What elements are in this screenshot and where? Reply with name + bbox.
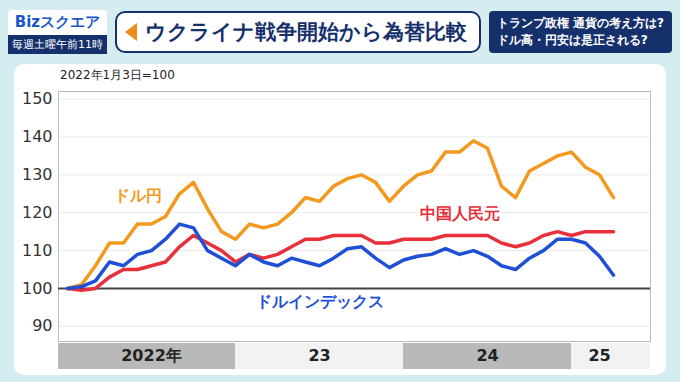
html-text:Bizスクエア: Bizスクエア	[14, 13, 101, 31]
html-text:ドル高・円安は是正される?: ドル高・円安は是正される?	[496, 33, 648, 47]
html-text:毎週土曜午前11時: 毎週土曜午前11時	[11, 38, 103, 51]
svg-text:25: 25	[588, 346, 610, 365]
svg-text:100: 100	[22, 279, 53, 298]
svg-text:ドル円: ドル円	[114, 186, 162, 205]
svg-text:23: 23	[308, 346, 330, 365]
svg-text:110: 110	[22, 241, 53, 260]
svg-text:2022年: 2022年	[121, 346, 182, 365]
svg-text:90: 90	[32, 316, 52, 335]
svg-text:140: 140	[22, 127, 53, 146]
html-text:ウクライナ戦争開始から為替比較: ウクライナ戦争開始から為替比較	[144, 20, 467, 44]
svg-text:130: 130	[22, 165, 53, 184]
html-text:トランプ政権 通貨の考え方は?: トランプ政権 通貨の考え方は?	[496, 15, 664, 30]
svg-text:120: 120	[22, 203, 53, 222]
svg-text:ドルインデックス: ドルインデックス	[256, 292, 384, 311]
svg-text:24: 24	[476, 346, 498, 365]
svg-text:150: 150	[22, 89, 53, 108]
html-text:2022年1月3日=100: 2022年1月3日=100	[60, 68, 175, 82]
svg-text:中国人民元: 中国人民元	[420, 204, 500, 223]
